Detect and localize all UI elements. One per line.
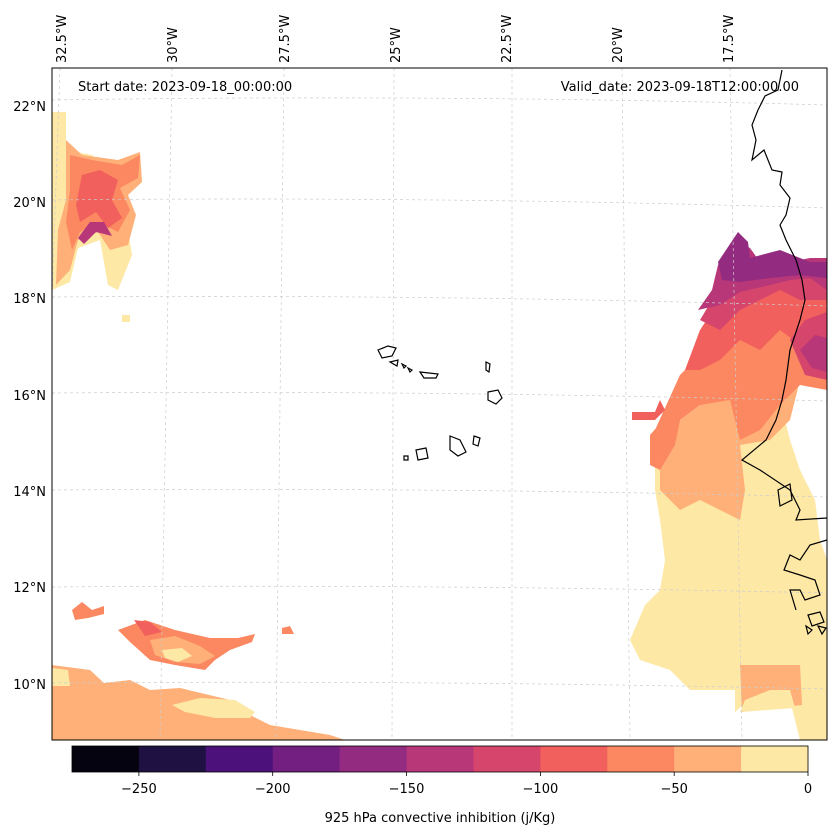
colorbar-tick-label: −50	[660, 782, 687, 797]
colorbar-tick-label: −100	[523, 782, 559, 797]
cin-region-east	[630, 232, 827, 740]
colorbar: −250 −200 −150 −100 −50 0 925 hPa convec…	[71, 745, 812, 826]
cape-verde-islands	[377, 345, 503, 461]
latitude-labels: 22°N 20°N 18°N 16°N 14°N 12°N 10°N	[13, 100, 46, 693]
cin-region-northwest	[52, 112, 142, 322]
latitude-label: 18°N	[13, 292, 46, 307]
longitude-label: 30°W	[166, 27, 181, 63]
colorbar-label: 925 hPa convective inhibition (j/Kg)	[325, 811, 556, 826]
longitude-label: 27.5°W	[278, 15, 293, 63]
latitude-label: 10°N	[13, 678, 46, 693]
colorbar-segment	[339, 746, 408, 772]
colorbar-tick-label: −200	[255, 782, 291, 797]
colorbar-segment	[205, 746, 274, 772]
colorbar-tick-label: −150	[389, 782, 425, 797]
latitude-label: 12°N	[13, 581, 46, 596]
cin-field-layer	[52, 68, 827, 740]
valid-date-label: Valid_date: 2023-09-18T12:00:00.00	[561, 80, 799, 95]
colorbar-tick-label: 0	[804, 782, 812, 797]
latitude-label: 16°N	[13, 389, 46, 404]
colorbar-segment	[272, 746, 341, 772]
colorbar-segment	[674, 746, 742, 772]
colorbar-segment	[138, 746, 207, 772]
longitude-label: 20°W	[611, 27, 626, 63]
colorbar-tick-label: −250	[121, 782, 157, 797]
colorbar-segment	[406, 746, 474, 772]
map-frame	[51, 67, 828, 741]
longitude-label: 25°W	[389, 27, 404, 63]
longitude-labels: 32.5°W 30°W 27.5°W 25°W 22.5°W 20°W 17.5…	[55, 15, 737, 63]
colorbar-frame	[71, 745, 809, 773]
african-coastline	[740, 69, 827, 636]
colorbar-segment	[741, 746, 809, 772]
colorbar-segment	[540, 746, 608, 772]
cin-region-southwest	[52, 602, 345, 740]
colorbar-segment	[473, 746, 541, 772]
longitude-label: 17.5°W	[722, 15, 737, 63]
latitude-label: 20°N	[13, 196, 46, 211]
longitude-label: 32.5°W	[55, 15, 70, 63]
gridlines	[52, 68, 827, 740]
colorbar-segments	[72, 746, 809, 772]
latitude-label: 14°N	[13, 485, 46, 500]
colorbar-segment	[607, 746, 675, 772]
colorbar-ticks	[138, 772, 809, 776]
longitude-label: 22.5°W	[500, 15, 515, 63]
latitude-label: 22°N	[13, 100, 46, 115]
colorbar-segment	[72, 746, 140, 772]
start-date-label: Start date: 2023-09-18_00:00:00	[78, 80, 292, 95]
